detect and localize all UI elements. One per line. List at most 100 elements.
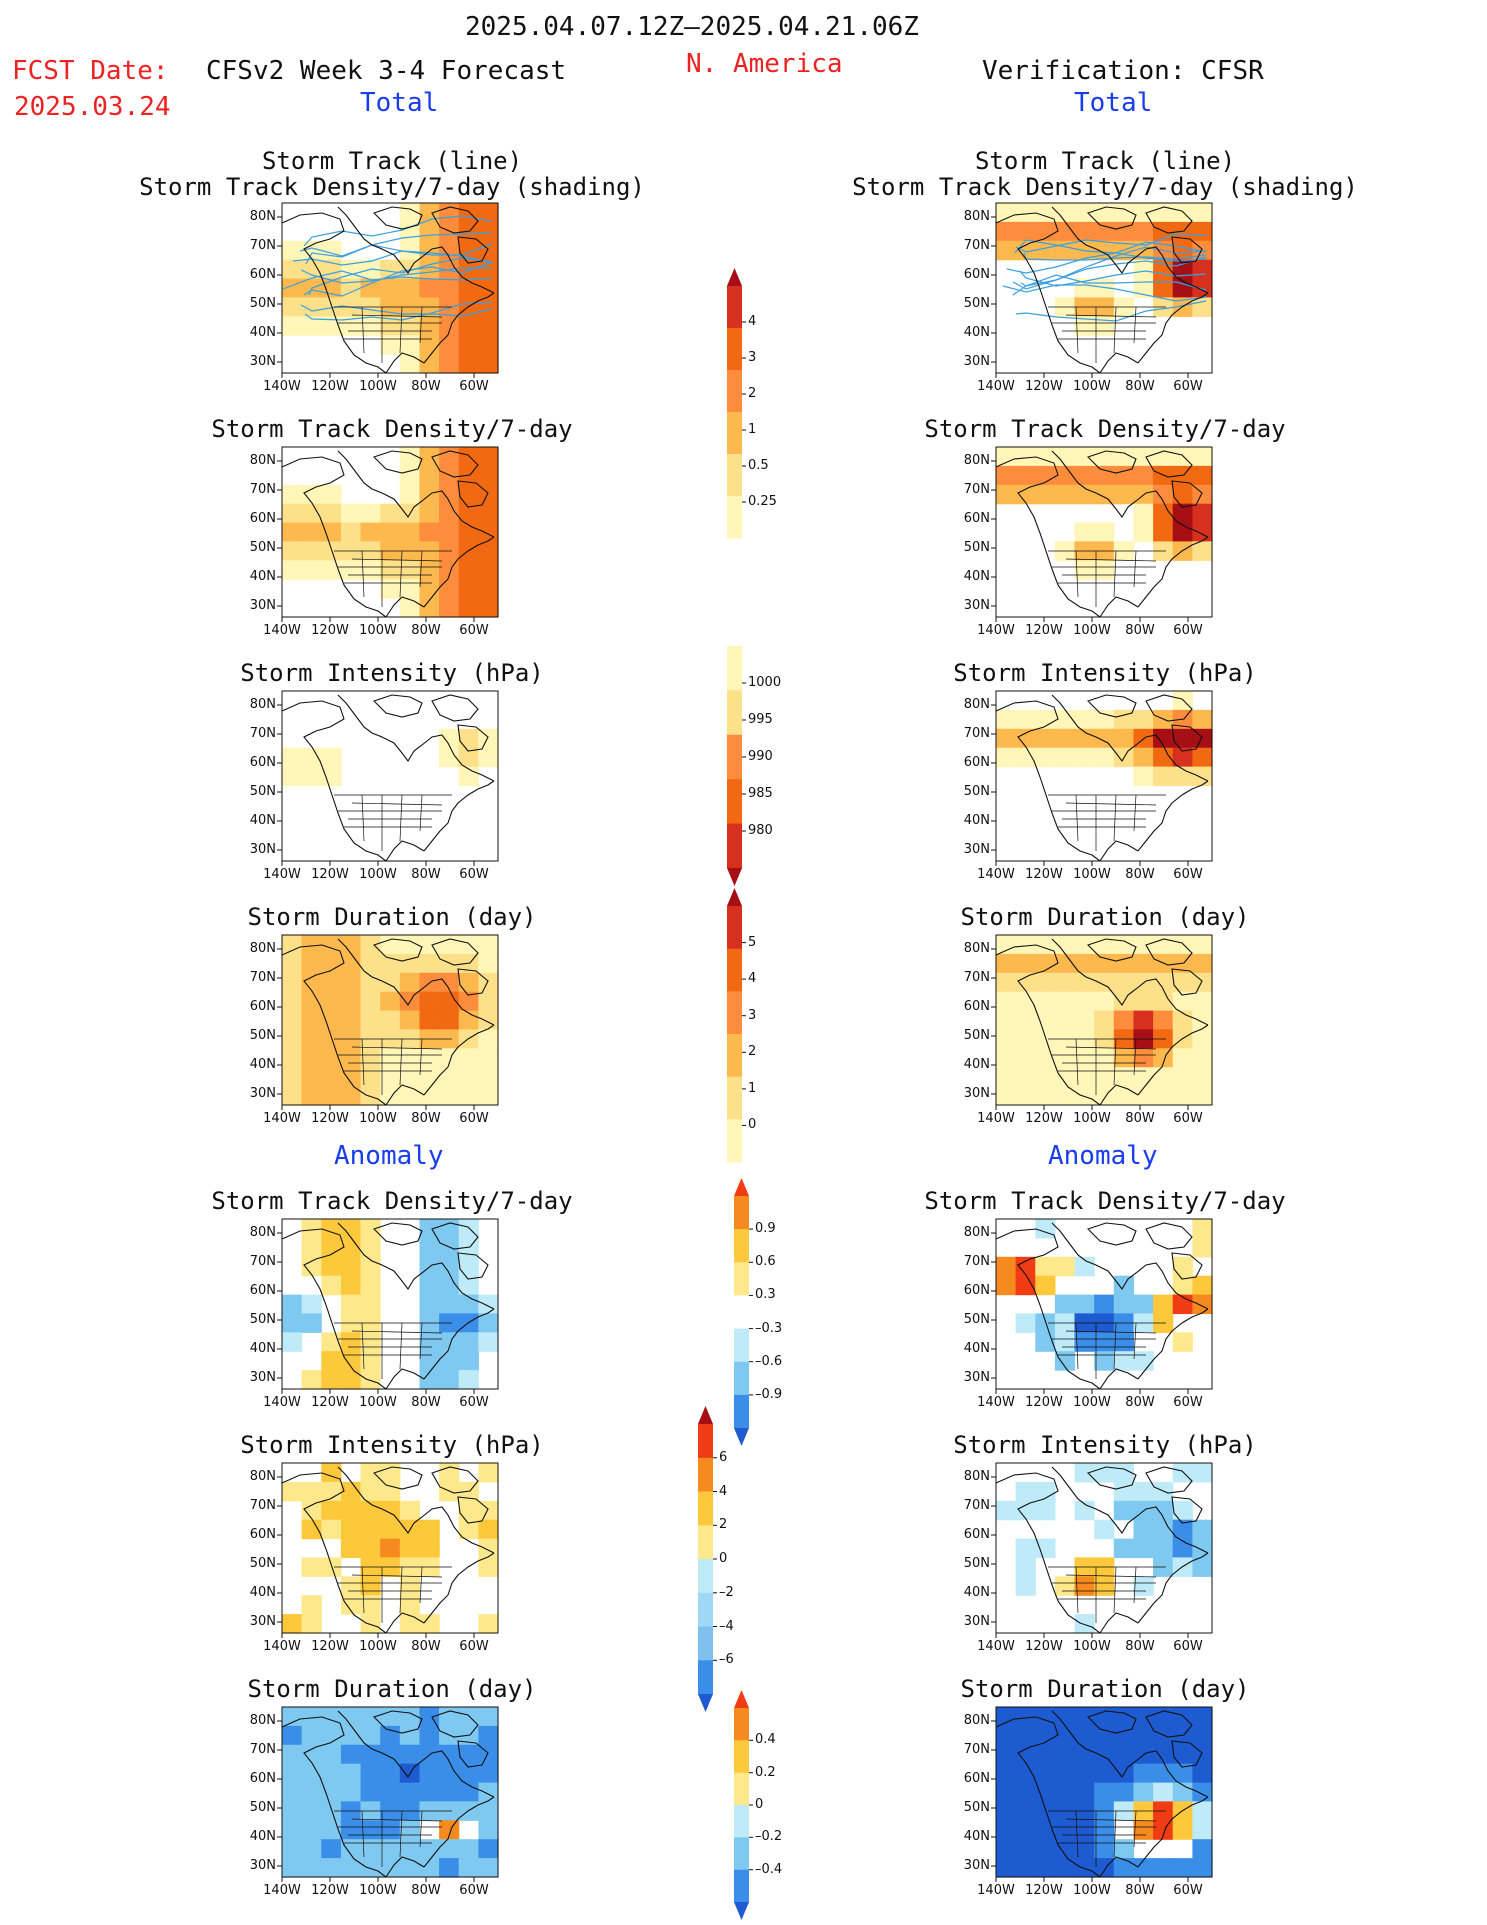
panel-title: Storm Track (line) [261,147,523,175]
shading-cell [1015,1576,1036,1596]
shading-cell [478,465,499,486]
colorbar-segment [727,496,742,539]
shading-cell [996,972,1017,993]
shading-cell [439,1839,460,1859]
shading-cell [340,1219,362,1239]
shading-cell [301,1707,322,1727]
map-frame [995,1462,1213,1634]
coastline [995,1466,1209,1634]
shading-cell [478,297,499,317]
lat-label: 70N [963,970,990,985]
shading-cell [399,335,420,355]
shading-cell [478,1763,499,1784]
shading-cell [1133,447,1154,467]
shading-cell [1054,447,1076,467]
shading-cell [1094,1463,1115,1483]
coastline [281,938,495,1106]
shading-cell [478,1029,499,1049]
shading-cell [996,1707,1017,1727]
colorbar-segment [727,734,742,780]
shading-cell [1015,1481,1036,1502]
colorbar-segment [727,1076,742,1120]
shading-cell [1153,1707,1174,1727]
lon-label: 100W [1073,379,1111,394]
shading-cell [996,953,1017,974]
shading-cell [458,503,479,524]
shading-cell [360,1294,381,1315]
lon-label: 120W [1025,1883,1063,1898]
lat-label: 80N [249,941,276,956]
colorbar-segment [727,454,742,497]
shading-cell [399,579,420,599]
map-frame [281,446,499,618]
shading-cell [458,259,479,280]
shading-cell [340,503,362,524]
map-frame [281,1462,499,1634]
shading-cell [419,935,440,955]
lat-label: 60N [249,755,276,770]
shading-cell [1054,1839,1076,1859]
shading-cell [1192,1538,1213,1559]
shading-cell [419,522,440,543]
shading-cell [1054,991,1076,1012]
shading-cell [1035,203,1056,223]
shading-cell [1113,465,1134,486]
shading-cell [1153,1763,1174,1784]
shading-cell [282,1048,303,1068]
map-panel-p11 [277,1462,499,1638]
shading-cell [996,203,1017,223]
colorbar-cap-top [727,888,742,906]
shading-cell [439,1332,460,1352]
lon-label: 60W [459,1883,489,1898]
shading-cell [458,1351,479,1371]
shading-cell [1074,1858,1095,1878]
shading-cell [1094,709,1115,730]
shading-cell [321,297,342,317]
lat-label: 60N [963,1771,990,1786]
shading-cell [996,1500,1017,1521]
shading-cell [340,1707,362,1727]
shading-cell [439,972,460,993]
shading-cell [478,447,499,467]
shading-cell [1015,1086,1036,1106]
colorbar-cb_duration [727,888,746,1166]
shading-cell [419,447,440,467]
shading-cell [282,316,303,336]
shading-cell [399,972,420,993]
shading-cell [1015,1763,1036,1784]
colorbar-segment [727,690,742,736]
colorbar-segment [727,1119,742,1163]
shading-cell [478,598,499,618]
map-panel-p12 [991,1462,1213,1638]
shading-cell [478,354,499,374]
colorbar-label: 0.2 [755,1764,776,1780]
shading-cell [439,1370,460,1390]
shading-cell [360,1782,381,1803]
shading-cell [1054,1067,1076,1087]
lat-label: 70N [249,970,276,985]
shading-cell [1094,1725,1115,1746]
shading-cell [380,259,401,280]
shading-cell [478,579,499,599]
shading-cell [439,1858,460,1878]
colorbar-cb_density [727,268,746,542]
lat-label: 50N [963,296,990,311]
lon-label: 60W [1173,867,1203,882]
shading-cell [478,316,499,336]
lat-label: 50N [963,784,990,799]
shading-cell [1192,259,1213,280]
shading-cell [399,240,420,261]
shading-cell [340,953,362,974]
shading-cell [380,1725,401,1746]
fcst-label: FCST Date: [12,56,169,86]
shading-cell [439,1707,460,1727]
colorbar-label: –4 [719,1618,734,1634]
shading-cell [340,1595,362,1615]
shading-cell [399,1839,420,1859]
shading-cell [340,1576,362,1596]
shading-cell [996,1820,1017,1840]
shading-cell [1054,709,1076,730]
shading-cell [439,484,460,505]
shading-cell [1192,1010,1213,1031]
lat-label: 80N [963,1225,990,1240]
